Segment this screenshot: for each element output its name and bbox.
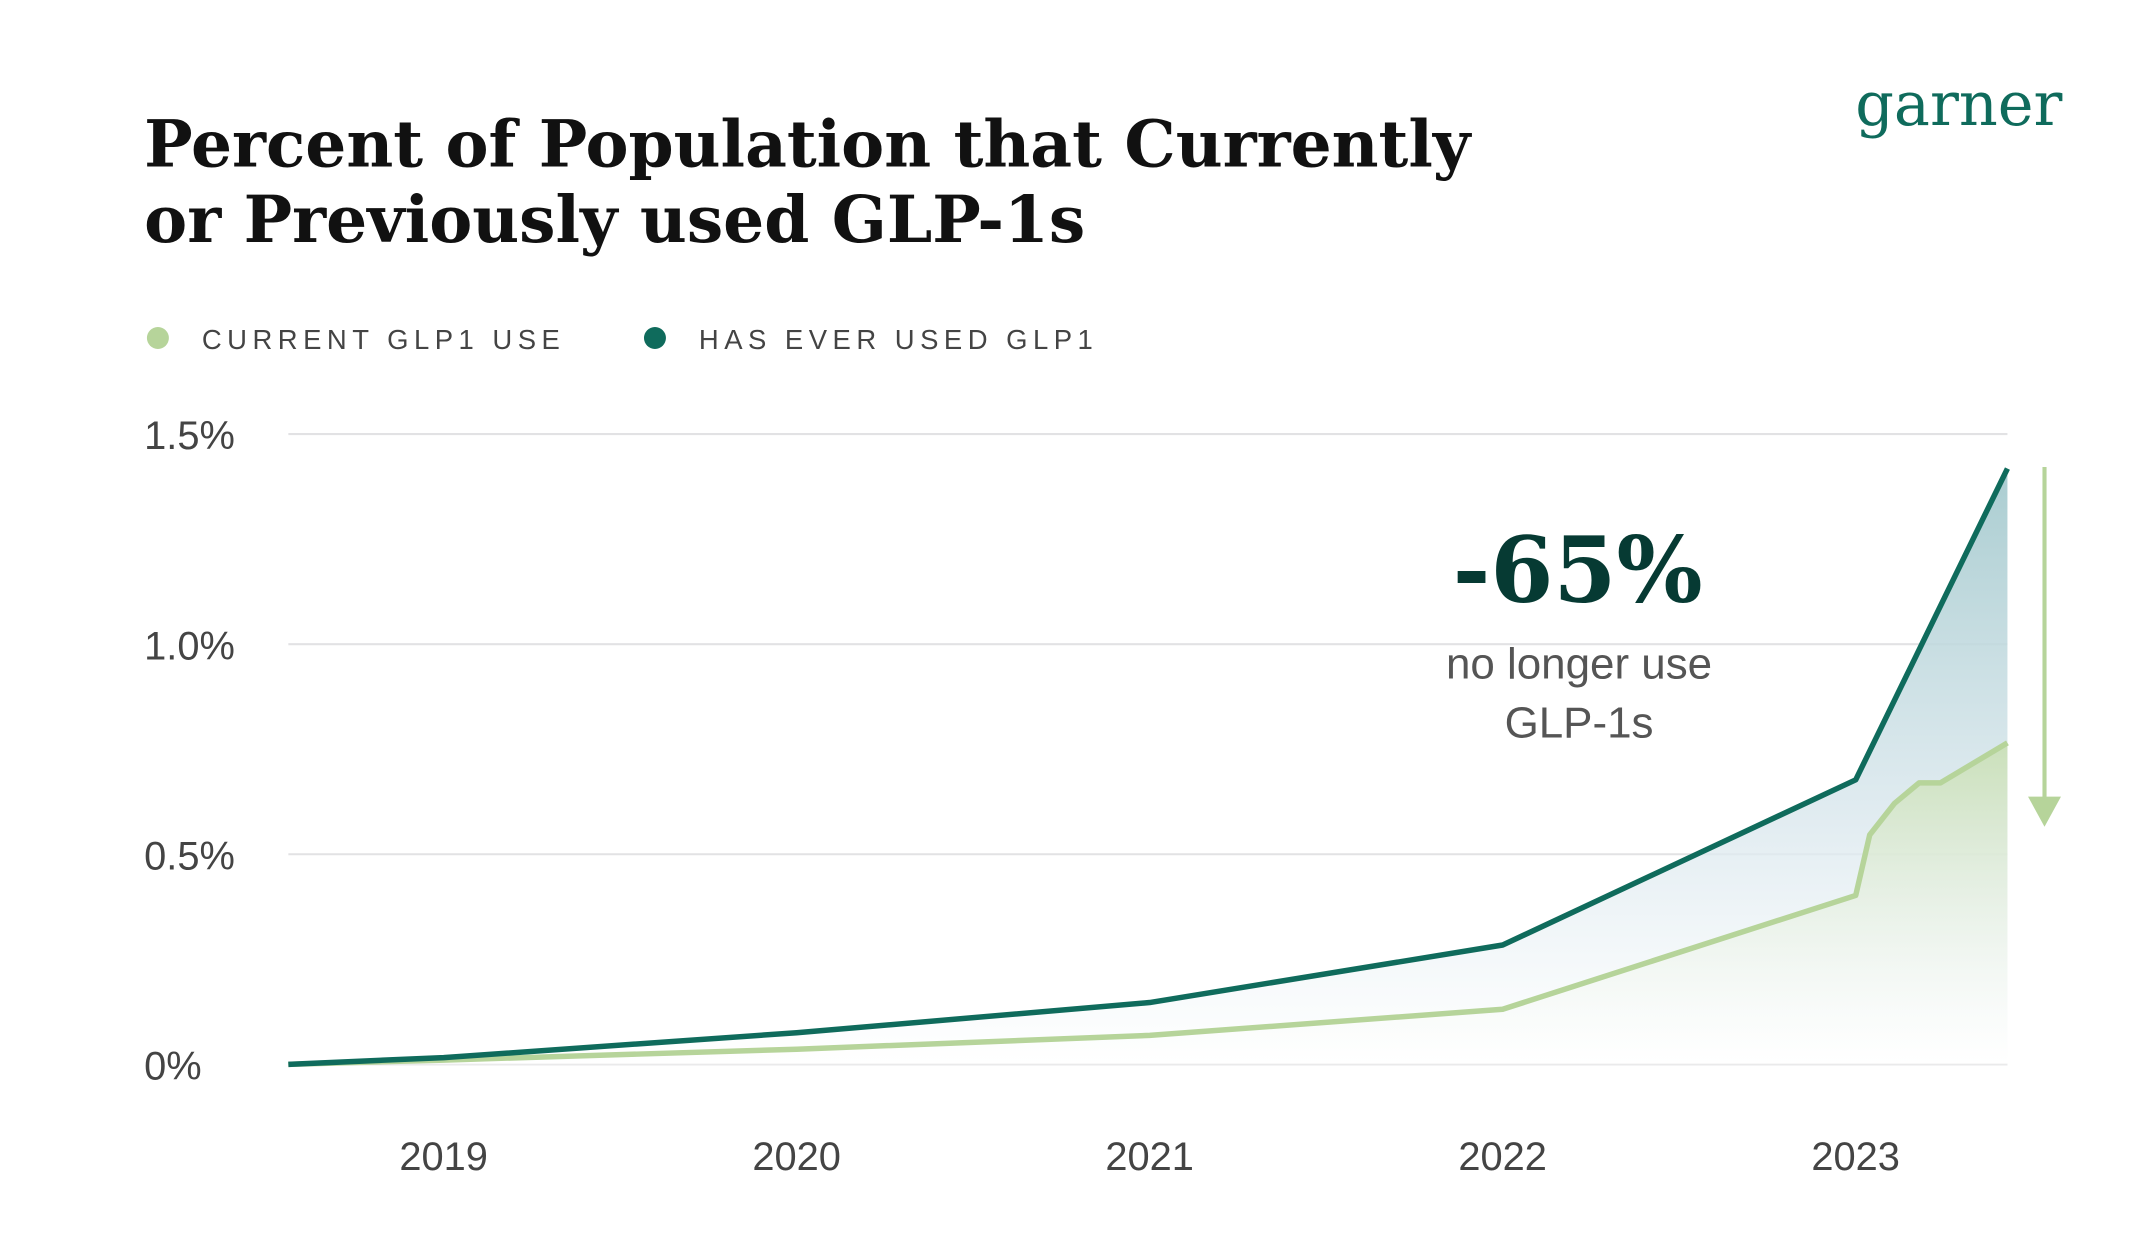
current-use-line: [288, 740, 2009, 1068]
x-tick-label: 2019: [399, 1135, 488, 1179]
annotation-arrow-head: [2028, 796, 2061, 827]
annotation-text-line-2: GLP-1s: [1505, 699, 1654, 748]
annotation-text-line-1: no longer use: [1446, 639, 1712, 688]
y-tick-label: 1.0%: [144, 624, 235, 668]
legend: CURRENT GLP1 USE HAS EVER USED GLP1: [146, 324, 1098, 355]
legend-marker-ever: [643, 326, 666, 349]
legend-label-current: CURRENT GLP1 USE: [202, 324, 566, 355]
x-tick-label: 2021: [1105, 1135, 1194, 1179]
current-use-area: [288, 742, 2008, 1065]
has-ever-used-area: [288, 468, 2008, 1065]
has-ever-used-line: [288, 467, 2010, 1068]
legend-marker-current: [146, 326, 169, 349]
y-tick-label: 0.5%: [144, 834, 235, 878]
y-tick-label: 0%: [144, 1044, 202, 1088]
x-tick-label: 2023: [1811, 1135, 1900, 1179]
x-tick-label: 2022: [1458, 1135, 1547, 1179]
annotation: -65% no longer use GLP-1s: [1446, 467, 2061, 827]
chart-title-line-1: Percent of Population that Currently: [144, 106, 1473, 182]
chart-title-line-2: or Previously used GLP-1s: [144, 182, 1085, 258]
logo: garner: [1855, 70, 2062, 140]
x-tick-label: 2020: [752, 1135, 841, 1179]
legend-label-ever: HAS EVER USED GLP1: [699, 324, 1098, 355]
annotation-value: -65%: [1453, 518, 1703, 624]
y-tick-label: 1.5%: [144, 414, 235, 458]
